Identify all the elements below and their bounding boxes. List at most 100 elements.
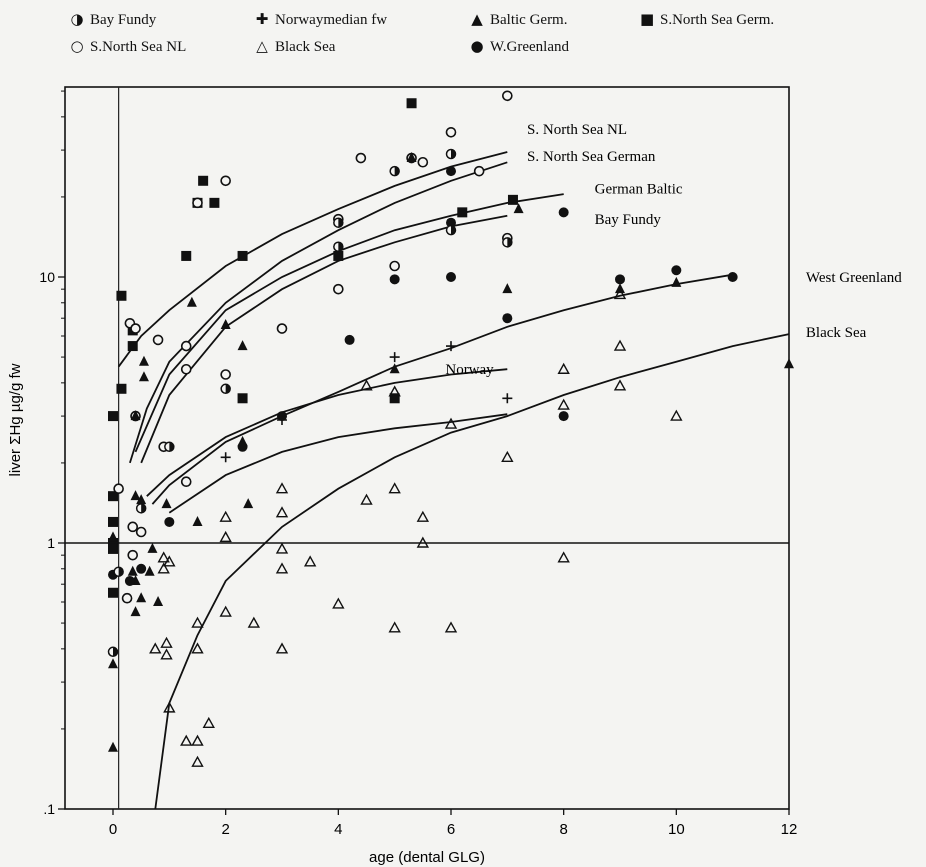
data-point-open-triangle [163,701,176,713]
data-point-open-circle [113,483,124,495]
curve-label: Norway [445,362,494,378]
curve-bay-fundy [140,214,508,464]
legend-label: Bay Fundy [90,12,157,28]
y-tick-label: 1 [47,535,55,551]
data-point-open-triangle [557,551,570,563]
data-point-filled-square [108,587,118,598]
data-point-filled-triangle [130,410,141,421]
legend-item-s-north-sea-nl: ○ S.North Sea NL [70,37,186,56]
data-point-filled-circle [558,207,569,218]
curve-label: S. North Sea German [527,149,656,165]
data-point-open-triangle [416,510,430,522]
data-point-open-triangle [613,379,627,391]
data-point-filled-square [406,98,417,109]
data-point-filled-circle [558,411,569,422]
data-point-open-triangle [191,616,204,628]
legend-item-bay-fundy: ◑ Bay Fundy [70,10,156,29]
data-point-filled-square [198,175,209,186]
data-point-filled-triangle [513,203,524,214]
data-point-open-triangle [275,506,289,518]
data-point-open-triangle [613,287,627,300]
data-point-open-circle [121,592,133,604]
curve-label: Black Sea [806,325,867,341]
data-point-open-triangle [191,642,204,654]
data-point-filled-triangle [153,596,164,607]
x-tick-label: 4 [334,821,342,838]
data-point-open-circle [180,476,192,488]
data-point-filled-circle [446,272,456,282]
data-point-open-triangle [275,482,289,494]
data-point-filled-triangle [389,363,400,374]
data-point-filled-triangle [671,276,682,287]
data-point-filled-circle [164,516,175,527]
data-point-filled-triangle [138,355,149,366]
data-point-open-triangle [613,339,627,351]
data-point-half-circle-fill [451,149,456,159]
data-point-filled-circle [136,563,147,574]
data-point-open-triangle [160,636,173,648]
data-point-half-circle-fill [225,384,231,394]
y-tick-label: 10 [39,269,55,285]
curve-s-north-sea-german [129,161,508,464]
data-point-filled-triangle [186,296,197,307]
data-point-open-circle [389,260,400,272]
data-point-filled-triangle [130,606,141,617]
data-point-open-triangle [219,510,232,522]
data-point-open-circle [220,369,231,380]
data-point-filled-triangle [108,658,118,669]
data-point-half-circle-fill [338,242,343,252]
data-point-filled-triangle [136,494,147,505]
data-point-open-circle [180,340,192,352]
data-point-open-triangle [388,621,401,633]
data-point-filled-triangle [144,565,155,576]
data-point-open-triangle [157,551,170,563]
legend-item-w-greenland: ● W.Greenland [470,37,569,56]
data-point-open-circle [192,197,203,209]
filled-triangle-icon: ▲ [471,10,483,28]
data-point-open-triangle [557,362,570,374]
open-circle-icon: ○ [70,37,84,55]
legend-label: Norwaymedian fw [275,12,388,28]
data-point-open-triangle [247,616,261,628]
data-point-open-triangle [388,385,401,397]
data-point-filled-triangle [136,592,147,603]
data-point-filled-square [108,491,118,502]
data-point-plus [277,415,287,426]
data-point-filled-circle [237,441,248,452]
x-tick-label: 10 [668,821,685,838]
data-point-filled-square [333,250,344,261]
data-point-open-circle [276,323,288,334]
filled-circle-icon: ● [470,37,484,55]
x-tick-label: 8 [559,821,567,838]
data-point-open-triangle [670,409,683,421]
open-triangle-icon: △ [256,37,268,55]
data-point-open-circle [127,549,139,561]
data-point-half-circle-fill [507,237,512,247]
data-point-open-circle [220,175,231,187]
data-point-open-circle [130,323,141,334]
data-point-open-triangle [360,493,373,505]
data-point-half-circle-fill [338,218,343,228]
data-point-filled-circle [727,272,738,282]
data-point-filled-triangle [243,498,254,509]
legend-label: S.North Sea Germ. [660,12,775,28]
curve-label: Bay Fundy [595,212,662,228]
data-point-half-circle-fill [141,503,146,513]
data-point-open-triangle [332,597,345,609]
legend: ◑ Bay Fundy ✚ Norwaymedian fw ▲ Baltic Germ… [0,0,926,70]
data-point-filled-square [116,290,127,301]
filled-square-icon: ■ [640,10,655,28]
data-point-open-circle [180,363,192,375]
curve-german-baltic [134,193,564,453]
y-axis-label: liver ΣHg µg/g fw [7,363,24,476]
data-point-filled-triangle [108,741,118,752]
data-point-open-triangle [191,734,204,746]
data-point-plus [220,452,231,463]
data-point-filled-triangle [192,515,203,526]
data-point-filled-square [209,197,220,208]
legend-label: Black Sea [275,39,336,55]
curve-west-greenland [151,273,733,505]
x-tick-label: 12 [781,821,798,838]
